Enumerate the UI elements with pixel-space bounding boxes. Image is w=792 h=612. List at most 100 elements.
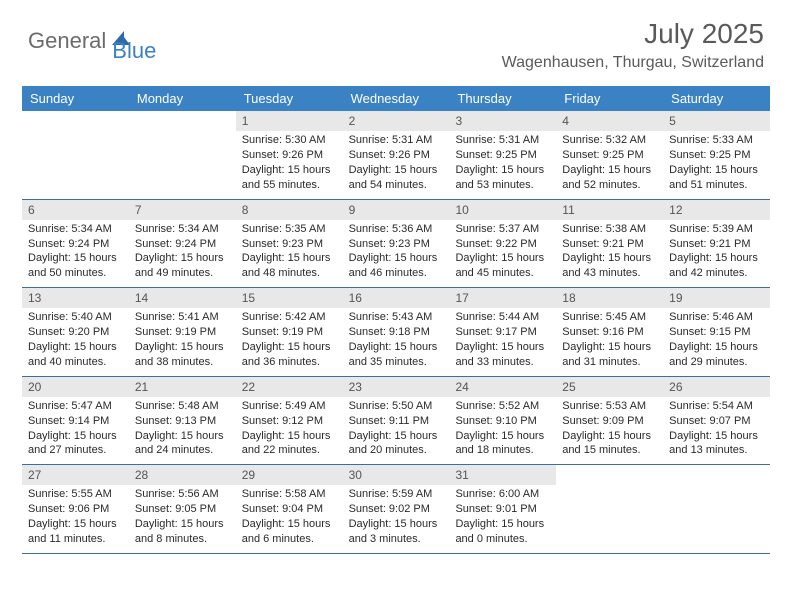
- calendar: SundayMondayTuesdayWednesdayThursdayFrid…: [22, 86, 770, 554]
- day-number-empty: [663, 465, 770, 485]
- day-cell: 28Sunrise: 5:56 AMSunset: 9:05 PMDayligh…: [129, 465, 236, 553]
- sunset-text: Sunset: 9:25 PM: [669, 148, 764, 163]
- day-cell: 16Sunrise: 5:43 AMSunset: 9:18 PMDayligh…: [343, 288, 450, 376]
- day-content: Sunrise: 5:32 AMSunset: 9:25 PMDaylight:…: [556, 131, 663, 198]
- sunrise-text: Sunrise: 5:41 AM: [135, 310, 230, 325]
- sunrise-text: Sunrise: 5:53 AM: [562, 399, 657, 414]
- sunset-text: Sunset: 9:15 PM: [669, 325, 764, 340]
- daylight-text: Daylight: 15 hours and 29 minutes.: [669, 340, 764, 370]
- sunrise-text: Sunrise: 5:39 AM: [669, 222, 764, 237]
- day-number: 2: [343, 111, 450, 131]
- day-number: 17: [449, 288, 556, 308]
- day-cell: 21Sunrise: 5:48 AMSunset: 9:13 PMDayligh…: [129, 377, 236, 465]
- day-content: Sunrise: 5:34 AMSunset: 9:24 PMDaylight:…: [129, 220, 236, 287]
- day-content: Sunrise: 5:52 AMSunset: 9:10 PMDaylight:…: [449, 397, 556, 464]
- day-cell: 15Sunrise: 5:42 AMSunset: 9:19 PMDayligh…: [236, 288, 343, 376]
- day-content: Sunrise: 5:40 AMSunset: 9:20 PMDaylight:…: [22, 308, 129, 375]
- sunrise-text: Sunrise: 5:34 AM: [28, 222, 123, 237]
- sunrise-text: Sunrise: 5:33 AM: [669, 133, 764, 148]
- daylight-text: Daylight: 15 hours and 6 minutes.: [242, 517, 337, 547]
- sunset-text: Sunset: 9:04 PM: [242, 502, 337, 517]
- weekday-header: Thursday: [449, 86, 556, 111]
- sunset-text: Sunset: 9:18 PM: [349, 325, 444, 340]
- sunrise-text: Sunrise: 5:30 AM: [242, 133, 337, 148]
- week-row: 20Sunrise: 5:47 AMSunset: 9:14 PMDayligh…: [22, 377, 770, 466]
- day-cell: [556, 465, 663, 553]
- day-number: 5: [663, 111, 770, 131]
- day-number: 11: [556, 200, 663, 220]
- day-number: 14: [129, 288, 236, 308]
- day-number: 24: [449, 377, 556, 397]
- day-cell: 27Sunrise: 5:55 AMSunset: 9:06 PMDayligh…: [22, 465, 129, 553]
- sunrise-text: Sunrise: 5:34 AM: [135, 222, 230, 237]
- day-content: Sunrise: 5:45 AMSunset: 9:16 PMDaylight:…: [556, 308, 663, 375]
- day-cell: 14Sunrise: 5:41 AMSunset: 9:19 PMDayligh…: [129, 288, 236, 376]
- week-row: 1Sunrise: 5:30 AMSunset: 9:26 PMDaylight…: [22, 111, 770, 200]
- sunset-text: Sunset: 9:11 PM: [349, 414, 444, 429]
- sunrise-text: Sunrise: 5:52 AM: [455, 399, 550, 414]
- daylight-text: Daylight: 15 hours and 22 minutes.: [242, 429, 337, 459]
- day-number: 22: [236, 377, 343, 397]
- sunrise-text: Sunrise: 5:38 AM: [562, 222, 657, 237]
- day-content: Sunrise: 5:34 AMSunset: 9:24 PMDaylight:…: [22, 220, 129, 287]
- day-number: 10: [449, 200, 556, 220]
- day-number: 30: [343, 465, 450, 485]
- sunset-text: Sunset: 9:07 PM: [669, 414, 764, 429]
- week-row: 27Sunrise: 5:55 AMSunset: 9:06 PMDayligh…: [22, 465, 770, 554]
- daylight-text: Daylight: 15 hours and 49 minutes.: [135, 251, 230, 281]
- day-cell: 31Sunrise: 6:00 AMSunset: 9:01 PMDayligh…: [449, 465, 556, 553]
- sunset-text: Sunset: 9:13 PM: [135, 414, 230, 429]
- day-number: 23: [343, 377, 450, 397]
- sunset-text: Sunset: 9:02 PM: [349, 502, 444, 517]
- day-content: Sunrise: 5:48 AMSunset: 9:13 PMDaylight:…: [129, 397, 236, 464]
- daylight-text: Daylight: 15 hours and 11 minutes.: [28, 517, 123, 547]
- day-number: 3: [449, 111, 556, 131]
- sunset-text: Sunset: 9:25 PM: [455, 148, 550, 163]
- sunset-text: Sunset: 9:25 PM: [562, 148, 657, 163]
- day-number: 31: [449, 465, 556, 485]
- sunset-text: Sunset: 9:05 PM: [135, 502, 230, 517]
- sunrise-text: Sunrise: 5:32 AM: [562, 133, 657, 148]
- sunrise-text: Sunrise: 6:00 AM: [455, 487, 550, 502]
- sunset-text: Sunset: 9:01 PM: [455, 502, 550, 517]
- daylight-text: Daylight: 15 hours and 20 minutes.: [349, 429, 444, 459]
- day-number: 4: [556, 111, 663, 131]
- sunset-text: Sunset: 9:23 PM: [349, 237, 444, 252]
- sunrise-text: Sunrise: 5:48 AM: [135, 399, 230, 414]
- sunrise-text: Sunrise: 5:58 AM: [242, 487, 337, 502]
- day-content: Sunrise: 5:49 AMSunset: 9:12 PMDaylight:…: [236, 397, 343, 464]
- day-content: Sunrise: 5:58 AMSunset: 9:04 PMDaylight:…: [236, 485, 343, 552]
- day-number: 1: [236, 111, 343, 131]
- weekday-header: Saturday: [663, 86, 770, 111]
- daylight-text: Daylight: 15 hours and 50 minutes.: [28, 251, 123, 281]
- sunrise-text: Sunrise: 5:40 AM: [28, 310, 123, 325]
- sunrise-text: Sunrise: 5:37 AM: [455, 222, 550, 237]
- day-cell: 5Sunrise: 5:33 AMSunset: 9:25 PMDaylight…: [663, 111, 770, 199]
- daylight-text: Daylight: 15 hours and 45 minutes.: [455, 251, 550, 281]
- day-number: 16: [343, 288, 450, 308]
- day-cell: [129, 111, 236, 199]
- sunset-text: Sunset: 9:10 PM: [455, 414, 550, 429]
- daylight-text: Daylight: 15 hours and 0 minutes.: [455, 517, 550, 547]
- weekday-header: Wednesday: [343, 86, 450, 111]
- day-content: Sunrise: 5:35 AMSunset: 9:23 PMDaylight:…: [236, 220, 343, 287]
- day-cell: 25Sunrise: 5:53 AMSunset: 9:09 PMDayligh…: [556, 377, 663, 465]
- day-cell: 8Sunrise: 5:35 AMSunset: 9:23 PMDaylight…: [236, 200, 343, 288]
- day-content: Sunrise: 5:38 AMSunset: 9:21 PMDaylight:…: [556, 220, 663, 287]
- sunset-text: Sunset: 9:24 PM: [28, 237, 123, 252]
- sunrise-text: Sunrise: 5:56 AM: [135, 487, 230, 502]
- sunrise-text: Sunrise: 5:31 AM: [349, 133, 444, 148]
- daylight-text: Daylight: 15 hours and 35 minutes.: [349, 340, 444, 370]
- day-content: Sunrise: 6:00 AMSunset: 9:01 PMDaylight:…: [449, 485, 556, 552]
- day-content: Sunrise: 5:36 AMSunset: 9:23 PMDaylight:…: [343, 220, 450, 287]
- day-number: 26: [663, 377, 770, 397]
- day-content: Sunrise: 5:47 AMSunset: 9:14 PMDaylight:…: [22, 397, 129, 464]
- day-content: Sunrise: 5:42 AMSunset: 9:19 PMDaylight:…: [236, 308, 343, 375]
- sunrise-text: Sunrise: 5:49 AM: [242, 399, 337, 414]
- daylight-text: Daylight: 15 hours and 42 minutes.: [669, 251, 764, 281]
- sunset-text: Sunset: 9:17 PM: [455, 325, 550, 340]
- day-number: 19: [663, 288, 770, 308]
- week-row: 13Sunrise: 5:40 AMSunset: 9:20 PMDayligh…: [22, 288, 770, 377]
- day-number: 18: [556, 288, 663, 308]
- day-number: 8: [236, 200, 343, 220]
